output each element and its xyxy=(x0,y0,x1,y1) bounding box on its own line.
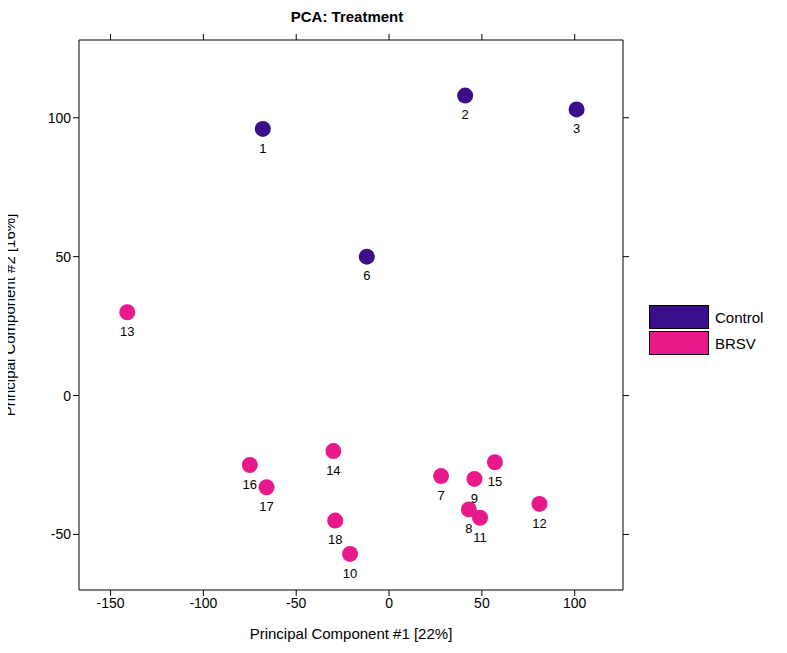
svg-text:13: 13 xyxy=(120,324,134,339)
svg-text:8: 8 xyxy=(465,521,472,536)
svg-text:3: 3 xyxy=(573,121,580,136)
svg-text:-150: -150 xyxy=(97,595,125,611)
svg-text:10: 10 xyxy=(343,566,357,581)
svg-text:11: 11 xyxy=(473,530,487,545)
svg-text:12: 12 xyxy=(532,516,546,531)
svg-text:15: 15 xyxy=(488,474,502,489)
html-text:Control: Control xyxy=(715,308,764,326)
svg-text:6: 6 xyxy=(363,268,370,283)
svg-text:-50: -50 xyxy=(51,526,71,542)
svg-text:Principal Component #1 [22%]: Principal Component #1 [22%] xyxy=(250,625,453,642)
svg-text:2: 2 xyxy=(462,107,469,122)
html-text:PCA: Treatment: PCA: Treatment xyxy=(290,8,404,25)
html-text:BRSV: BRSV xyxy=(715,334,756,352)
svg-text:9: 9 xyxy=(471,491,478,506)
svg-text:7: 7 xyxy=(437,488,444,503)
svg-text:14: 14 xyxy=(326,463,340,478)
svg-text:0: 0 xyxy=(63,388,71,404)
svg-text:100: 100 xyxy=(563,595,587,611)
svg-text:50: 50 xyxy=(55,249,71,265)
svg-text:1: 1 xyxy=(259,141,266,156)
svg-text:16: 16 xyxy=(243,477,257,492)
svg-text:-50: -50 xyxy=(286,595,306,611)
svg-text:-100: -100 xyxy=(189,595,217,611)
svg-text:0: 0 xyxy=(385,595,393,611)
svg-text:17: 17 xyxy=(259,499,273,514)
svg-text:18: 18 xyxy=(328,532,342,547)
svg-text:Principal Component #2 [16%]: Principal Component #2 [16%] xyxy=(8,214,18,417)
svg-text:100: 100 xyxy=(48,110,72,126)
svg-text:50: 50 xyxy=(474,595,490,611)
